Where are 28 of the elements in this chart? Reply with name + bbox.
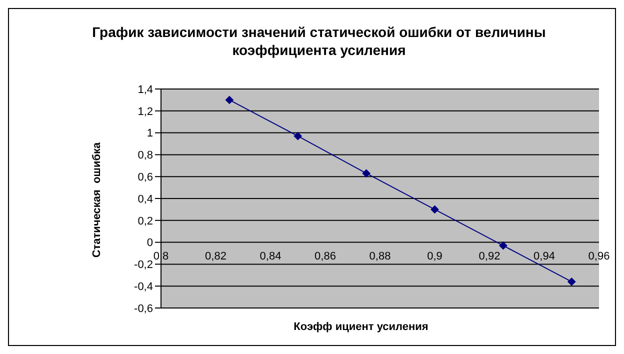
y-tick-label: -0,6 bbox=[134, 302, 153, 315]
x-tick-label: 0,94 bbox=[534, 250, 555, 263]
y-tick-label: -0,4 bbox=[134, 281, 153, 294]
y-tick-label: 0,8 bbox=[138, 150, 153, 162]
x-tick-label: 0,86 bbox=[314, 250, 336, 263]
point bbox=[499, 242, 508, 250]
y-tick-label: 0,4 bbox=[138, 193, 153, 206]
point bbox=[225, 96, 234, 104]
y-tick-label: 0 bbox=[146, 237, 153, 250]
y-axis-title: Статическая ошибка bbox=[91, 142, 103, 258]
chart-title: График зависимости значений статической ошибки от величины коэффициента усиления bbox=[91, 23, 547, 59]
y-tick-label: 1,4 bbox=[138, 84, 153, 96]
y-tick-label: 1 bbox=[146, 128, 153, 140]
point bbox=[362, 169, 370, 178]
y-tick-label: 0,6 bbox=[138, 172, 153, 184]
y-tick-label: 1,2 bbox=[138, 106, 153, 118]
x-tick-label: 0,82 bbox=[205, 250, 226, 263]
x-tick-label: 0,9 bbox=[427, 250, 442, 263]
y-tick-label: -0,2 bbox=[134, 259, 153, 272]
point bbox=[568, 278, 576, 286]
x-axis-title: Коэфф ициент усиления bbox=[292, 321, 430, 333]
point bbox=[430, 205, 439, 214]
x-tick-label: 0,88 bbox=[369, 250, 391, 263]
x-tick-label: 0,96 bbox=[588, 250, 610, 263]
point bbox=[294, 132, 302, 140]
x-tick-label: 0,84 bbox=[260, 250, 282, 263]
y-tick-label: 0,2 bbox=[138, 215, 153, 228]
x-tick-label: 0,92 bbox=[478, 250, 500, 263]
